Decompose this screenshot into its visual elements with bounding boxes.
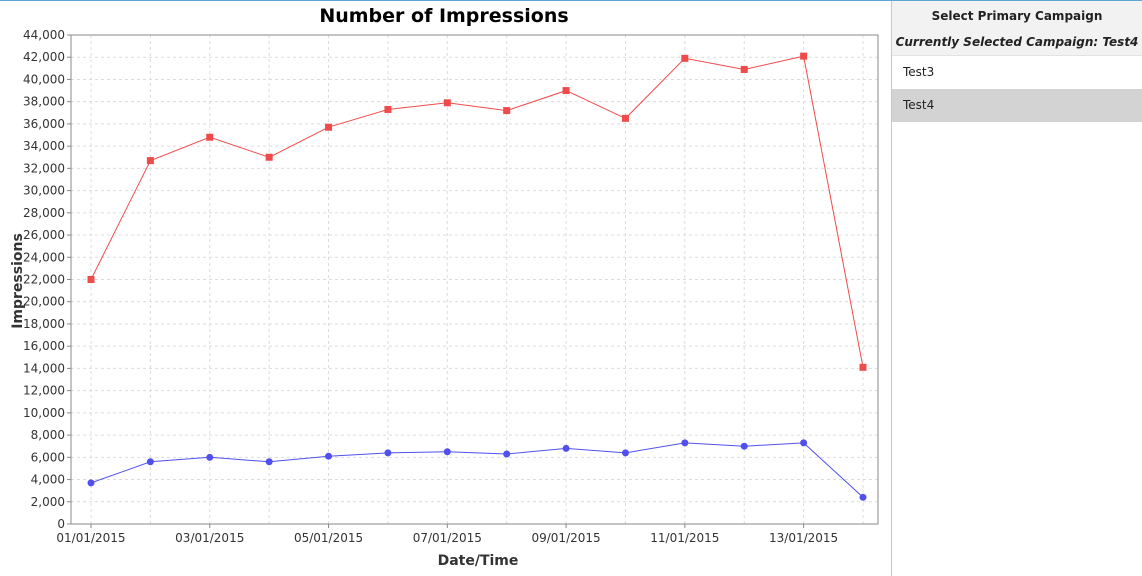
data-point	[681, 54, 689, 62]
y-tick-label: 40,000	[23, 72, 65, 86]
x-tick-label: 13/01/2015	[769, 531, 838, 545]
x-tick-label: 05/01/2015	[294, 531, 363, 545]
data-point	[146, 157, 154, 165]
data-point	[443, 448, 451, 456]
y-tick-label: 38,000	[23, 95, 65, 109]
y-tick-label: 2,000	[31, 495, 65, 509]
data-point	[859, 363, 867, 371]
data-point	[859, 493, 867, 501]
y-tick-label: 18,000	[23, 317, 65, 331]
y-tick-label: 36,000	[23, 117, 65, 131]
data-point	[325, 452, 333, 460]
x-tick-label: 11/01/2015	[650, 531, 719, 545]
series-line-2	[90, 442, 864, 498]
data-point	[443, 99, 451, 107]
data-point	[265, 153, 273, 161]
y-tick-label: 22,000	[23, 273, 65, 287]
y-tick-label: 44,000	[23, 28, 65, 42]
x-tick-label: 09/01/2015	[531, 531, 600, 545]
data-point	[384, 105, 392, 113]
y-tick-label: 20,000	[23, 295, 65, 309]
y-tick-label: 34,000	[23, 139, 65, 153]
data-point	[800, 439, 808, 447]
campaign-selector-panel: Select Primary Campaign Currently Select…	[891, 1, 1142, 576]
data-point	[800, 52, 808, 60]
y-tick-label: 14,000	[23, 361, 65, 375]
y-tick-label: 8,000	[31, 428, 65, 442]
x-axis-label: Date/Time	[438, 553, 519, 569]
campaign-item-test3[interactable]: Test3	[903, 65, 935, 79]
data-point	[87, 276, 95, 283]
y-tick-label: 24,000	[23, 250, 65, 264]
data-point	[740, 442, 748, 450]
y-tick-label: 6,000	[31, 450, 65, 464]
campaign-panel-header: Select Primary Campaign Currently Select…	[892, 1, 1142, 56]
data-point	[265, 458, 273, 466]
data-point	[206, 133, 214, 141]
plot-area: 0 2,000 4,000 6,000 8,000 10,000 12,000 14,000 1…	[23, 28, 879, 545]
campaign-item-test4[interactable]: Test4	[892, 89, 1142, 122]
x-tick-label: 01/01/2015	[56, 531, 125, 545]
y-tick-label: 0	[57, 517, 65, 531]
data-point	[146, 458, 154, 466]
x-tick-label: 03/01/2015	[175, 531, 244, 545]
campaign-list: Test3 Test4	[892, 56, 1142, 122]
data-point	[503, 107, 511, 115]
series-line-1	[90, 55, 864, 368]
y-tick-label: 10,000	[23, 406, 65, 420]
impressions-chart: Number of Impressions Impressions Date/T…	[10, 5, 879, 569]
plot-frame	[70, 34, 879, 525]
campaign-panel-title: Select Primary Campaign	[931, 9, 1103, 23]
data-point	[621, 449, 629, 457]
selected-campaign-label: Currently Selected Campaign: Test4	[895, 35, 1139, 49]
y-tick-label: 42,000	[23, 50, 65, 64]
y-tick-label: 32,000	[23, 161, 65, 175]
data-point	[87, 479, 95, 487]
chart-title: Number of Impressions	[319, 5, 568, 27]
data-point	[740, 65, 748, 73]
y-tick-label: 30,000	[23, 184, 65, 198]
y-tick-label: 16,000	[23, 339, 65, 353]
data-point	[621, 114, 629, 122]
x-tick-label: 07/01/2015	[413, 531, 482, 545]
data-point	[384, 449, 392, 457]
chart-panel: Number of Impressions Impressions Date/T…	[0, 1, 890, 576]
data-point	[503, 450, 511, 458]
y-tick-label: 12,000	[23, 384, 65, 398]
data-point	[681, 439, 689, 447]
y-axis-label: Impressions	[10, 233, 26, 329]
data-point	[325, 123, 333, 131]
y-tick-label: 28,000	[23, 206, 65, 220]
y-tick-label: 4,000	[31, 473, 65, 487]
data-point	[562, 87, 570, 95]
data-point	[206, 453, 214, 461]
data-point	[562, 444, 570, 452]
y-tick-label: 26,000	[23, 228, 65, 242]
